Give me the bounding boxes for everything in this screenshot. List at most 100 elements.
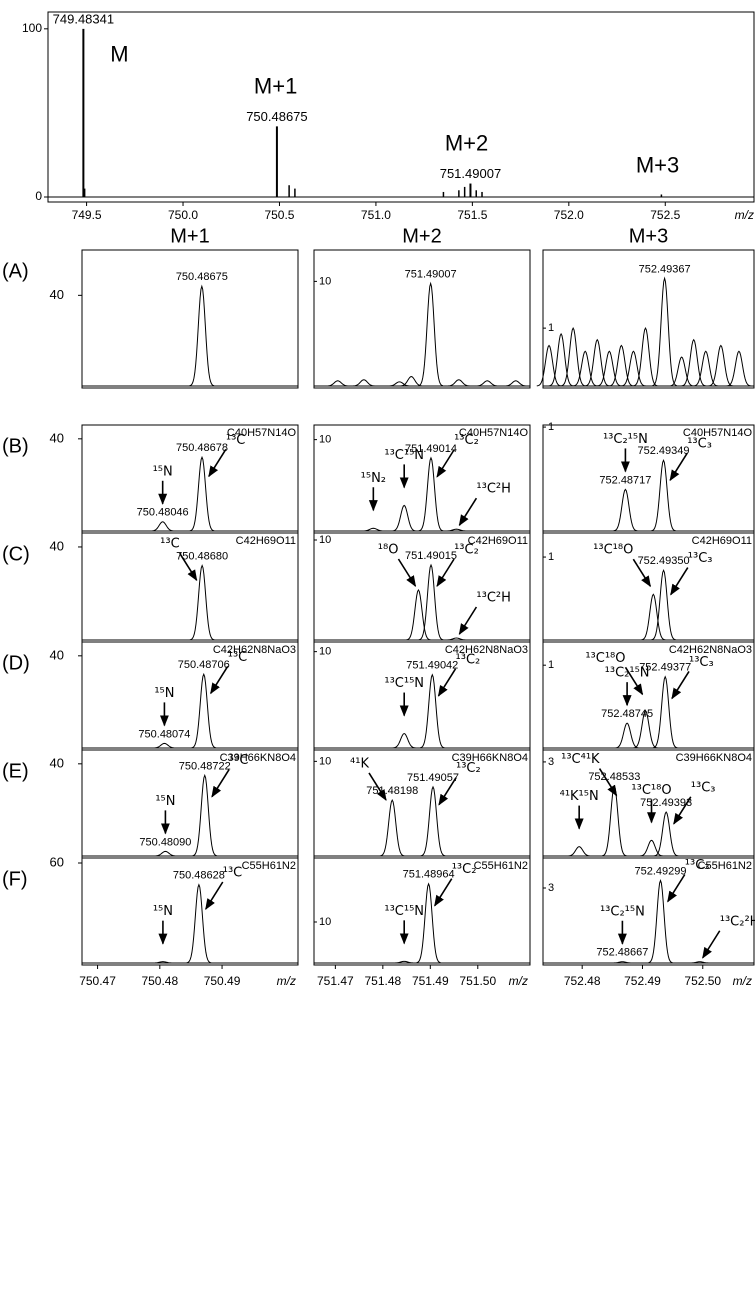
- x-tick-label: 752.5: [650, 208, 680, 222]
- row-label: (D): [2, 652, 30, 674]
- annotation-arrow: [208, 448, 227, 478]
- minor-peak: [572, 350, 598, 387]
- formula: C39H66KN8O4: [676, 752, 752, 764]
- peak-label: 752.49367: [639, 263, 691, 275]
- peak: [652, 276, 678, 387]
- peak-label: 752.48533: [588, 771, 640, 783]
- y-tick-label: 40: [50, 430, 64, 445]
- minor-peak: [639, 839, 664, 857]
- peak-label: 750.48678: [176, 442, 228, 454]
- minor-peak: [536, 344, 562, 387]
- annotation-arrow: [671, 671, 690, 700]
- isotope-label: ¹⁵N: [155, 794, 175, 809]
- row-label: (A): [2, 260, 29, 282]
- annotation-arrow: [434, 878, 453, 907]
- x-tick-label: 751.47: [317, 974, 354, 988]
- formula: C42H69O11: [692, 535, 752, 547]
- y-tick-label: 3: [548, 882, 554, 894]
- x-tick-label: 750.47: [79, 974, 116, 988]
- minor-peak: [633, 326, 658, 387]
- peak-label: 752.48745: [601, 708, 653, 720]
- minor-peak: [566, 846, 592, 857]
- column-title: M+2: [402, 225, 441, 247]
- annotation-arrow: [669, 452, 688, 482]
- isotope-label: ¹³C₃: [687, 437, 712, 452]
- isotope-label: ⁴¹K: [350, 756, 369, 771]
- minor-peak: [446, 379, 472, 387]
- annotation-arrow: [211, 769, 230, 798]
- isotope-label: ¹⁵N: [153, 464, 173, 479]
- peak: [420, 785, 446, 857]
- annotation-arrow: [673, 796, 692, 825]
- peak: [418, 281, 444, 387]
- isotope-label: ¹³C¹⁵N: [384, 676, 424, 691]
- x-tick-label: 752.50: [684, 974, 721, 988]
- x-tick-label: 751.48: [364, 974, 401, 988]
- minor-peak: [669, 356, 694, 387]
- column-title: M+3: [629, 225, 668, 247]
- minor-peak: [475, 380, 500, 387]
- y-tick-label: 10: [319, 916, 331, 928]
- peak-label: 751.49014: [405, 443, 457, 455]
- annotation-arrow: [210, 665, 229, 695]
- peak-label: 752.49349: [638, 445, 690, 457]
- x-tick-label: 751.0: [361, 208, 391, 222]
- column-title: M+1: [170, 225, 209, 247]
- y-tick-label: 40: [50, 755, 64, 770]
- isotope-label: ¹³C₂: [452, 862, 477, 877]
- y-tick-label: 0: [35, 189, 42, 203]
- y-tick-label: 10: [319, 434, 331, 446]
- minor-peak: [503, 380, 529, 387]
- minor-peak: [621, 350, 646, 387]
- annotation-arrow: [667, 874, 686, 903]
- plot-frame: [47, 11, 755, 203]
- annotation-arrow: [178, 552, 198, 582]
- peak: [192, 773, 218, 857]
- annotation-arrow: [670, 567, 689, 596]
- group-label: M: [110, 42, 128, 67]
- x-tick-label: 752.49: [624, 974, 661, 988]
- isotope-label: ¹³C₃: [691, 780, 716, 795]
- x-tick-label: 751.49: [412, 974, 449, 988]
- peak-label: 751.49007: [405, 268, 457, 280]
- annotation-arrow: [438, 777, 457, 806]
- peak: [418, 456, 444, 532]
- isotope-label: ¹³C²H: [476, 591, 511, 606]
- y-tick-label: 1: [548, 322, 554, 334]
- row-label: (C): [2, 543, 30, 565]
- formula: C40H57N14O: [683, 427, 753, 439]
- x-tick-label: 749.5: [72, 208, 102, 222]
- peak: [150, 521, 175, 532]
- peak-label: 751.48964: [403, 869, 455, 881]
- minor-peak: [597, 350, 622, 387]
- group-label: M+1: [254, 73, 297, 98]
- minor-peak: [693, 350, 719, 387]
- y-tick-label: 40: [50, 647, 64, 662]
- annotation-arrow: [436, 558, 455, 587]
- group-label: M+3: [636, 153, 679, 178]
- isotope-label: ¹³C₃: [689, 655, 714, 670]
- peak: [189, 455, 215, 532]
- formula: C55H61N2: [474, 860, 528, 872]
- y-tick-label: 10: [319, 755, 331, 767]
- y-tick-label: 1: [548, 659, 554, 671]
- isotope-label: ¹³C¹⁸O: [631, 783, 671, 798]
- isotope-label: ¹³C¹⁵N: [384, 448, 424, 463]
- peak: [651, 569, 676, 641]
- annotation-arrow: [368, 772, 387, 801]
- minor-peak: [361, 527, 386, 532]
- annotation-arrow: [397, 558, 417, 587]
- peak-label: 752.49299: [634, 865, 686, 877]
- minor-peak: [150, 961, 176, 964]
- peak: [189, 564, 215, 641]
- isotope-label: ¹³C: [229, 753, 249, 768]
- isotope-label: ¹³C: [223, 866, 243, 881]
- panel-frame: [81, 249, 299, 389]
- y-tick-label: 1: [548, 421, 554, 433]
- isotope-label: ¹³C₂: [456, 761, 481, 776]
- minor-peak: [387, 381, 412, 387]
- x-axis-label: m/z: [277, 974, 296, 988]
- x-axis-label: m/z: [509, 974, 528, 988]
